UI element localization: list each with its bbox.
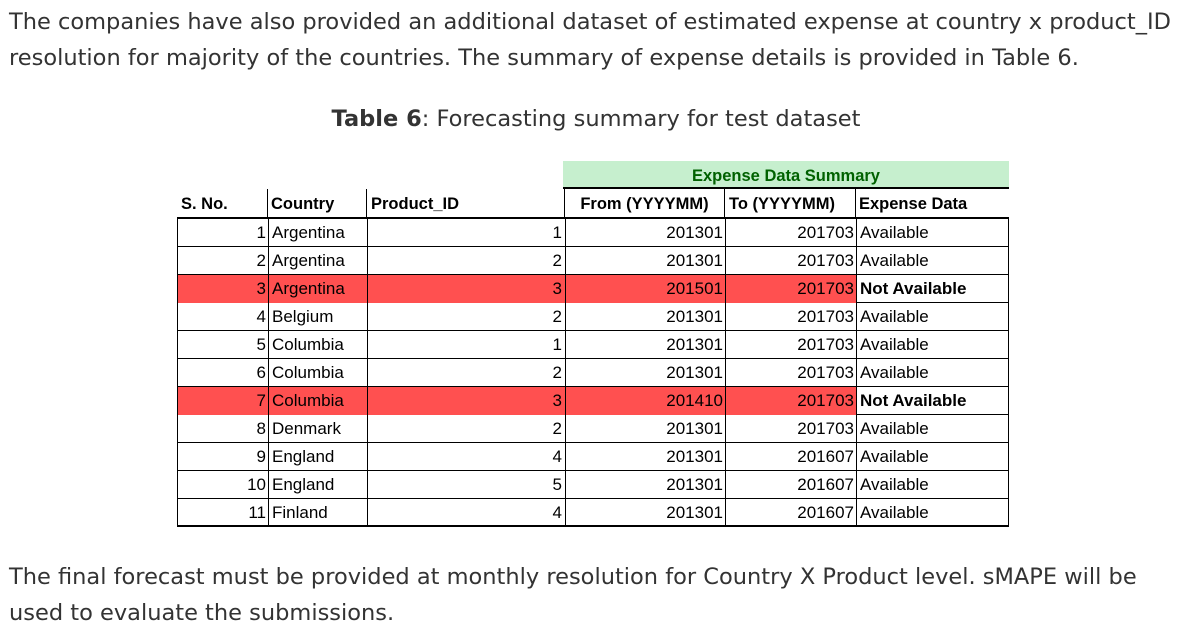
header-from: From (YYYYMM) bbox=[564, 189, 724, 217]
table-row: 8 Denmark 2 201301 201703 Available bbox=[177, 415, 1009, 443]
table-row: 9 England 4 201301 201607 Available bbox=[177, 443, 1009, 471]
cell-product-id: 4 bbox=[367, 499, 565, 527]
cell-country: Columbia bbox=[268, 359, 367, 387]
cell-expense-data: Available bbox=[856, 219, 1010, 247]
cell-sno: 10 bbox=[247, 475, 266, 494]
table-row: 5 Columbia 1 201301 201703 Available bbox=[177, 331, 1009, 359]
cell-sno: 3 bbox=[178, 275, 268, 303]
cell-from: 201301 bbox=[565, 415, 725, 443]
cell-from: 201501 bbox=[565, 275, 725, 303]
cell-from: 201301 bbox=[565, 499, 725, 527]
table-row: 10 England 5 201301 201607 Available bbox=[177, 471, 1009, 499]
table-caption-text: : Forecasting summary for test dataset bbox=[421, 106, 861, 132]
cell-from: 201301 bbox=[565, 247, 725, 275]
table-header-row: S. No. Country Product_ID From (YYYYMM) … bbox=[177, 189, 1009, 219]
header-product-id: Product_ID bbox=[366, 189, 564, 217]
cell-expense-data: Not Available bbox=[856, 387, 1010, 415]
cell-to: 201607 bbox=[725, 443, 856, 471]
cell-sno: 9 bbox=[256, 447, 266, 466]
cell-product-id: 5 bbox=[367, 471, 565, 499]
cell-expense-data: Available bbox=[856, 303, 1010, 331]
cell-from: 201301 bbox=[565, 303, 725, 331]
header-country: Country bbox=[267, 189, 366, 217]
header-sno: S. No. bbox=[181, 195, 228, 213]
cell-country: England bbox=[268, 471, 367, 499]
cell-country: Argentina bbox=[268, 247, 367, 275]
cell-to: 201607 bbox=[725, 499, 856, 527]
cell-product-id: 2 bbox=[367, 359, 565, 387]
cell-to: 201703 bbox=[725, 303, 856, 331]
cell-to: 201703 bbox=[725, 219, 856, 247]
table-row: 7 Columbia 3 201410 201703 Not Available bbox=[177, 387, 1009, 415]
cell-to: 201607 bbox=[725, 471, 856, 499]
expense-data-summary-header: Expense Data Summary bbox=[563, 161, 1009, 189]
cell-country: Belgium bbox=[268, 303, 367, 331]
cell-product-id: 2 bbox=[367, 247, 565, 275]
cell-from: 201410 bbox=[565, 387, 725, 415]
cell-expense-data: Available bbox=[856, 247, 1010, 275]
table-row: 11 Finland 4 201301 201607 Available bbox=[177, 499, 1009, 527]
cell-sno: 5 bbox=[256, 335, 266, 354]
cell-product-id: 4 bbox=[367, 443, 565, 471]
cell-sno: 11 bbox=[248, 503, 266, 522]
cell-country: Finland bbox=[268, 499, 367, 527]
table-row: 1 Argentina 1 201301 201703 Available bbox=[177, 219, 1009, 247]
cell-product-id: 3 bbox=[367, 275, 565, 303]
cell-expense-data: Available bbox=[856, 331, 1010, 359]
cell-product-id: 2 bbox=[367, 415, 565, 443]
header-to: To (YYYYMM) bbox=[724, 189, 855, 217]
cell-to: 201703 bbox=[725, 415, 856, 443]
cell-country: Columbia bbox=[268, 331, 367, 359]
table-row: 2 Argentina 2 201301 201703 Available bbox=[177, 247, 1009, 275]
cell-country: Argentina bbox=[268, 275, 367, 303]
outro-paragraph: The final forecast must be provided at m… bbox=[9, 564, 1137, 626]
cell-from: 201301 bbox=[565, 471, 725, 499]
cell-product-id: 3 bbox=[367, 387, 565, 415]
cell-product-id: 1 bbox=[367, 331, 565, 359]
cell-expense-data: Available bbox=[856, 499, 1010, 527]
intro-paragraph: The companies have also provided an addi… bbox=[9, 9, 1171, 71]
cell-to: 201703 bbox=[725, 387, 856, 415]
cell-sno: 8 bbox=[256, 419, 266, 438]
cell-expense-data: Available bbox=[856, 443, 1010, 471]
cell-to: 201703 bbox=[725, 359, 856, 387]
cell-expense-data: Not Available bbox=[856, 275, 1010, 303]
cell-country: Argentina bbox=[268, 219, 367, 247]
cell-to: 201703 bbox=[725, 331, 856, 359]
cell-country: Denmark bbox=[268, 415, 367, 443]
cell-to: 201703 bbox=[725, 275, 856, 303]
cell-sno: 6 bbox=[256, 363, 266, 382]
cell-sno: 1 bbox=[256, 223, 266, 242]
table-caption-label: Table 6 bbox=[331, 106, 422, 132]
table-row: 4 Belgium 2 201301 201703 Available bbox=[177, 303, 1009, 331]
cell-product-id: 2 bbox=[367, 303, 565, 331]
header-expense-data: Expense Data bbox=[855, 189, 1009, 217]
cell-product-id: 1 bbox=[367, 219, 565, 247]
cell-sno: 4 bbox=[256, 307, 266, 326]
cell-country: England bbox=[268, 443, 367, 471]
cell-from: 201301 bbox=[565, 443, 725, 471]
cell-sno: 2 bbox=[256, 251, 266, 270]
cell-expense-data: Available bbox=[856, 471, 1010, 499]
cell-from: 201301 bbox=[565, 331, 725, 359]
cell-expense-data: Available bbox=[856, 359, 1010, 387]
cell-to: 201703 bbox=[725, 247, 856, 275]
cell-country: Columbia bbox=[268, 387, 367, 415]
cell-from: 201301 bbox=[565, 219, 725, 247]
table-row: 6 Columbia 2 201301 201703 Available bbox=[177, 359, 1009, 387]
table-caption: Table 6: Forecasting summary for test da… bbox=[0, 103, 1184, 135]
cell-sno: 7 bbox=[178, 387, 268, 415]
cell-expense-data: Available bbox=[856, 415, 1010, 443]
cell-from: 201301 bbox=[565, 359, 725, 387]
table-row: 3 Argentina 3 201501 201703 Not Available bbox=[177, 275, 1009, 303]
